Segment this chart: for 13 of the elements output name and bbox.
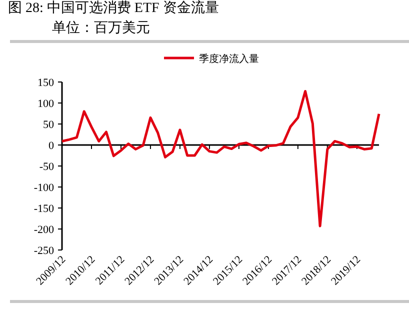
line-series [60,90,380,228]
y-tick-label: -200 [34,224,54,236]
y-tick-label: -50 [39,161,54,173]
y-tick-label: 150 [38,77,54,89]
y-tick-label: 100 [38,98,54,110]
y-tick-label: 0 [48,140,54,152]
y-tick-label: -150 [34,203,54,215]
chart-title: 图 28: 中国可选消费 ETF 资金流量 [8,0,219,16]
y-tick-label: -100 [34,182,54,194]
legend-label: 季度净流入量 [199,53,259,65]
y-tick-label: -250 [34,245,54,257]
chart-subtitle: 单位：百万美元 [52,20,150,36]
y-tick-label: 50 [43,119,54,131]
